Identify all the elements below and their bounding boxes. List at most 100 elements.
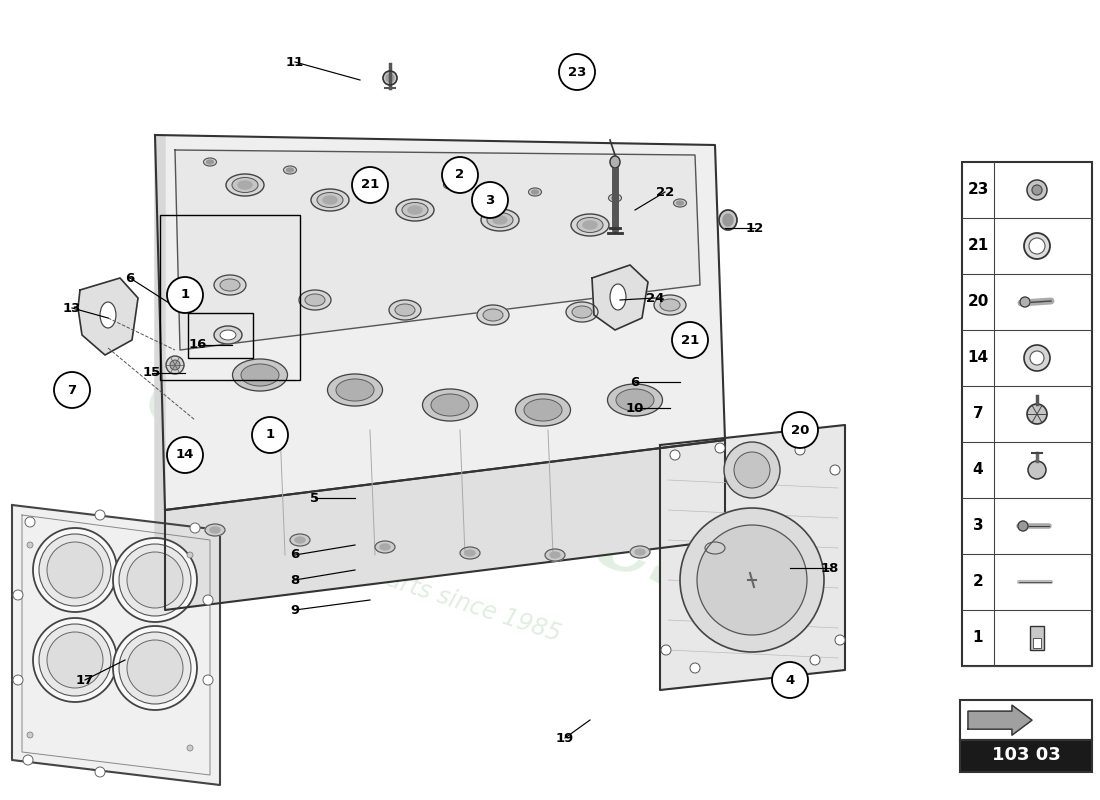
Circle shape [1028,238,1045,254]
Text: 6: 6 [125,271,134,285]
Ellipse shape [220,279,240,291]
Ellipse shape [660,299,680,311]
Text: 5: 5 [310,491,320,505]
Circle shape [734,452,770,488]
Ellipse shape [305,294,324,306]
Circle shape [47,542,103,598]
Circle shape [1020,297,1030,307]
Ellipse shape [477,305,509,325]
Circle shape [47,632,103,688]
Polygon shape [592,265,648,330]
Ellipse shape [578,218,603,233]
Ellipse shape [232,359,287,391]
Text: 21: 21 [361,178,379,191]
Ellipse shape [447,183,453,187]
Circle shape [559,54,595,90]
Text: 4: 4 [785,674,794,686]
Text: 103 03: 103 03 [991,746,1060,765]
Circle shape [190,523,200,533]
Text: 6: 6 [630,375,639,389]
Ellipse shape [572,306,592,318]
Ellipse shape [465,550,475,556]
Bar [962,162,1092,666]
Ellipse shape [226,174,264,196]
Circle shape [252,417,288,453]
Circle shape [166,356,184,374]
Ellipse shape [460,547,480,559]
Bar [1033,638,1041,648]
Text: 6: 6 [290,549,299,562]
Circle shape [472,182,508,218]
Ellipse shape [336,379,374,401]
Circle shape [95,510,104,520]
Circle shape [95,767,104,777]
Ellipse shape [383,71,397,85]
Circle shape [167,437,204,473]
Ellipse shape [544,549,565,561]
Circle shape [119,544,191,616]
Text: 16: 16 [189,338,207,351]
Ellipse shape [238,181,252,189]
Ellipse shape [483,309,503,321]
Circle shape [25,517,35,527]
Text: a passion for parts since 1985: a passion for parts since 1985 [217,514,563,646]
Ellipse shape [705,542,725,554]
Ellipse shape [402,202,428,218]
Circle shape [772,662,808,698]
Ellipse shape [531,190,539,194]
Ellipse shape [241,364,279,386]
Text: 4: 4 [972,462,983,478]
Ellipse shape [299,290,331,310]
Polygon shape [968,705,1032,735]
Bar [960,700,1092,739]
Polygon shape [175,150,700,350]
Ellipse shape [311,189,349,211]
Circle shape [1027,180,1047,200]
Circle shape [113,626,197,710]
Ellipse shape [395,304,415,316]
Polygon shape [78,278,138,355]
Text: 2: 2 [455,169,464,182]
Circle shape [13,590,23,600]
Ellipse shape [284,166,297,174]
Polygon shape [155,135,725,510]
Ellipse shape [386,74,394,82]
Circle shape [167,277,204,313]
Circle shape [835,635,845,645]
Text: 14: 14 [176,449,195,462]
Circle shape [690,663,700,673]
Ellipse shape [379,544,390,550]
Text: 2: 2 [972,574,983,590]
Ellipse shape [408,206,422,214]
Ellipse shape [205,524,225,536]
Circle shape [113,538,197,622]
Ellipse shape [566,302,598,322]
Ellipse shape [214,275,246,295]
Circle shape [442,157,478,193]
Circle shape [204,595,213,605]
Circle shape [28,542,33,548]
Bar [160,215,300,380]
Ellipse shape [366,176,374,180]
Ellipse shape [443,181,456,189]
Circle shape [23,755,33,765]
Text: 13: 13 [63,302,81,314]
Ellipse shape [295,537,305,543]
Circle shape [680,508,824,652]
Ellipse shape [516,394,571,426]
Circle shape [119,632,191,704]
Text: 18: 18 [821,562,839,574]
Text: 14: 14 [967,350,989,366]
Circle shape [782,412,818,448]
Ellipse shape [493,216,507,224]
Ellipse shape [528,188,541,196]
Text: 10: 10 [626,402,645,414]
Ellipse shape [363,174,376,182]
Circle shape [1024,345,1050,371]
Circle shape [1030,351,1044,365]
Ellipse shape [583,221,597,229]
Circle shape [170,360,180,370]
Polygon shape [660,425,845,690]
Circle shape [33,528,117,612]
Circle shape [1032,185,1042,195]
